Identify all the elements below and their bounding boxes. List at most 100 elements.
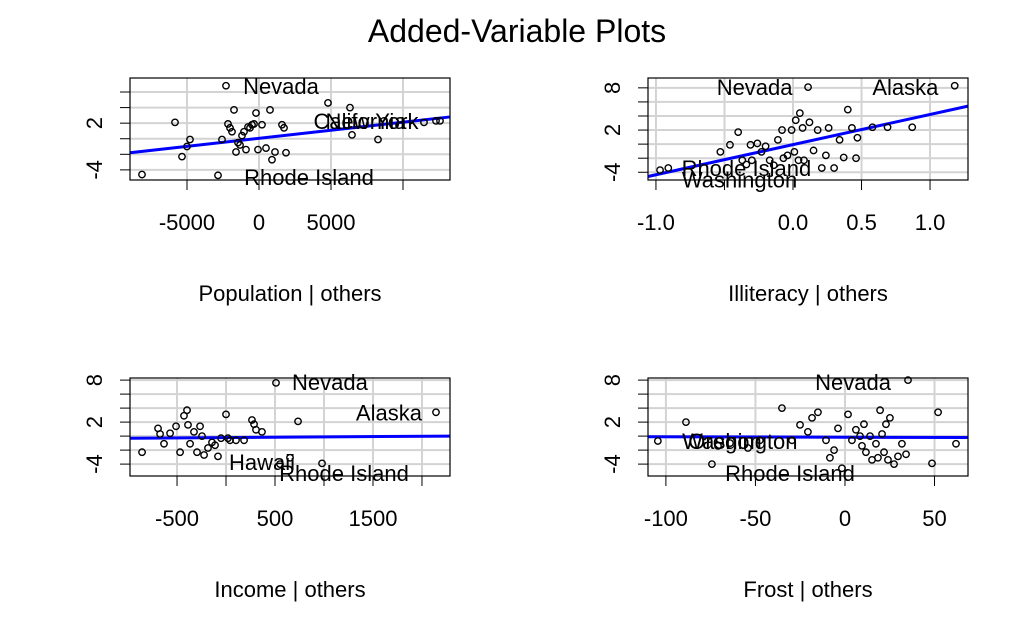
point [795, 109, 804, 118]
point [844, 410, 852, 419]
point [769, 161, 778, 170]
point [835, 136, 844, 144]
point [432, 408, 440, 417]
x-tick-label: 5000 [307, 210, 356, 235]
y-tick-label: 2 [600, 416, 625, 428]
point-label: Hawaii [229, 450, 295, 475]
point [664, 164, 673, 172]
point [224, 120, 232, 128]
point [734, 128, 743, 137]
point [294, 417, 302, 426]
point [830, 446, 838, 454]
point [761, 142, 770, 151]
point [950, 81, 959, 90]
x-axis-label: Population | others [198, 281, 381, 306]
point [242, 145, 250, 154]
point [757, 147, 766, 156]
point [184, 420, 192, 429]
y-tick-label: 2 [600, 124, 625, 136]
point [198, 432, 206, 440]
point [258, 120, 266, 129]
point [778, 126, 786, 134]
point [258, 427, 266, 436]
point-label: Nevada [717, 75, 794, 100]
point-label: Washington [682, 429, 797, 454]
point [747, 156, 756, 165]
y-tick-label: 2 [82, 416, 107, 428]
y-tick-label: -4 [82, 160, 107, 180]
point [824, 124, 833, 132]
x-tick-label: 1500 [349, 506, 398, 531]
point [839, 153, 848, 162]
point [805, 118, 814, 127]
point [817, 164, 826, 172]
point [653, 437, 662, 445]
point [236, 141, 244, 149]
point [232, 148, 240, 156]
point [852, 154, 860, 163]
point [848, 436, 856, 445]
fit-line [647, 104, 969, 178]
point [348, 130, 356, 139]
point [890, 460, 898, 468]
x-tick-label: 1.0 [915, 210, 946, 235]
point [838, 464, 846, 473]
y-tick-label: 8 [600, 82, 625, 94]
point [814, 408, 822, 417]
plot-frame [129, 77, 451, 181]
point [848, 124, 856, 132]
point-label: California [314, 109, 408, 134]
point [883, 123, 892, 132]
point-label: Oregon [688, 429, 761, 454]
point [218, 135, 226, 144]
fit-line [647, 435, 969, 439]
point [804, 83, 812, 92]
x-tick-label: 50 [922, 506, 946, 531]
point [286, 453, 294, 462]
point [214, 452, 222, 461]
point [821, 151, 830, 160]
y-tick-label: 2 [82, 117, 107, 129]
point [240, 436, 248, 445]
point [186, 135, 194, 144]
point [200, 451, 208, 459]
point [138, 448, 146, 457]
point-label: Nevada [292, 370, 369, 395]
plot-frame [647, 77, 969, 181]
point [928, 459, 936, 468]
figure-title: Added-Variable Plots [368, 13, 666, 49]
x-tick-label: 0 [839, 506, 851, 531]
point [190, 427, 198, 436]
point [882, 420, 890, 429]
x-axis-label: Frost | others [743, 577, 872, 602]
point [822, 436, 830, 445]
point [166, 429, 174, 438]
point [826, 453, 834, 462]
point [183, 406, 191, 415]
point [765, 156, 774, 165]
x-tick-label: -50 [740, 506, 772, 531]
point [898, 439, 906, 448]
point [318, 459, 326, 468]
x-tick-label: -5000 [159, 210, 215, 235]
point [222, 81, 230, 90]
point [876, 406, 884, 415]
point [171, 118, 179, 127]
point [884, 455, 892, 464]
point [746, 140, 755, 149]
point [172, 422, 180, 431]
point [726, 140, 734, 149]
point [252, 109, 260, 117]
point [878, 430, 886, 438]
point [432, 116, 440, 125]
point [204, 444, 212, 452]
point [872, 439, 880, 448]
point-label: Rhode Island [244, 165, 374, 190]
point [778, 404, 786, 412]
point [886, 413, 894, 422]
point [714, 441, 722, 450]
point [788, 436, 796, 445]
point [858, 441, 866, 450]
point [176, 448, 184, 457]
point [808, 413, 816, 422]
